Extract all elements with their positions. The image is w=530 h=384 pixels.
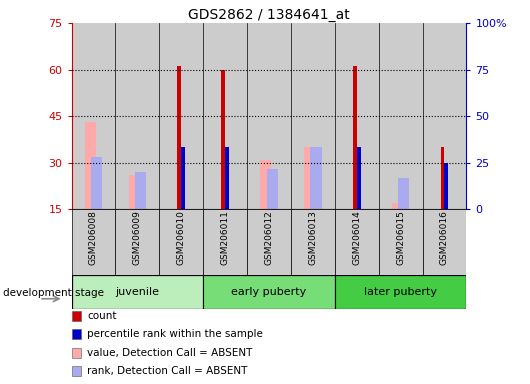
Text: GSM206009: GSM206009 <box>133 210 142 265</box>
Bar <box>440 147 445 209</box>
Text: GSM206008: GSM206008 <box>89 210 98 265</box>
Text: percentile rank within the sample: percentile rank within the sample <box>87 329 263 339</box>
Text: GSM206013: GSM206013 <box>308 210 317 265</box>
Text: GSM206010: GSM206010 <box>176 210 186 265</box>
Bar <box>85 122 96 209</box>
Text: value, Detection Call = ABSENT: value, Detection Call = ABSENT <box>87 348 253 358</box>
Bar <box>116 209 160 275</box>
Text: GSM206011: GSM206011 <box>220 210 229 265</box>
Bar <box>247 209 291 275</box>
Bar <box>291 23 335 209</box>
Bar <box>304 147 315 209</box>
Text: GSM206014: GSM206014 <box>352 210 361 265</box>
Bar <box>72 275 203 309</box>
Text: rank, Detection Call = ABSENT: rank, Detection Call = ABSENT <box>87 366 248 376</box>
Bar <box>392 203 403 209</box>
Bar <box>160 23 203 209</box>
Bar <box>353 66 357 209</box>
Bar <box>291 209 335 275</box>
Bar <box>181 147 185 209</box>
Bar <box>135 172 146 209</box>
Bar <box>398 178 409 209</box>
Bar <box>91 157 102 209</box>
Text: GSM206015: GSM206015 <box>396 210 405 265</box>
Bar <box>72 209 116 275</box>
Bar <box>203 209 247 275</box>
Bar <box>335 23 378 209</box>
Bar <box>225 147 229 209</box>
Text: GSM206016: GSM206016 <box>440 210 449 265</box>
Text: development stage: development stage <box>3 288 104 298</box>
Text: early puberty: early puberty <box>232 287 306 297</box>
Text: juvenile: juvenile <box>116 287 160 297</box>
Bar <box>378 209 422 275</box>
Bar <box>177 66 181 209</box>
Bar <box>445 163 448 209</box>
Bar <box>72 23 116 209</box>
Bar <box>311 147 322 209</box>
Bar <box>160 209 203 275</box>
Text: later puberty: later puberty <box>364 287 437 297</box>
Bar <box>335 209 378 275</box>
Bar <box>357 147 361 209</box>
Bar <box>422 209 466 275</box>
Bar <box>422 23 466 209</box>
Bar <box>335 275 466 309</box>
Bar <box>267 169 278 209</box>
Text: count: count <box>87 311 117 321</box>
Bar <box>129 175 140 209</box>
Title: GDS2862 / 1384641_at: GDS2862 / 1384641_at <box>188 8 350 22</box>
Bar <box>116 23 160 209</box>
Bar <box>378 23 422 209</box>
Bar <box>260 160 271 209</box>
Text: GSM206012: GSM206012 <box>264 210 273 265</box>
Bar <box>221 70 225 209</box>
Bar <box>203 275 335 309</box>
Bar <box>203 23 247 209</box>
Bar <box>247 23 291 209</box>
